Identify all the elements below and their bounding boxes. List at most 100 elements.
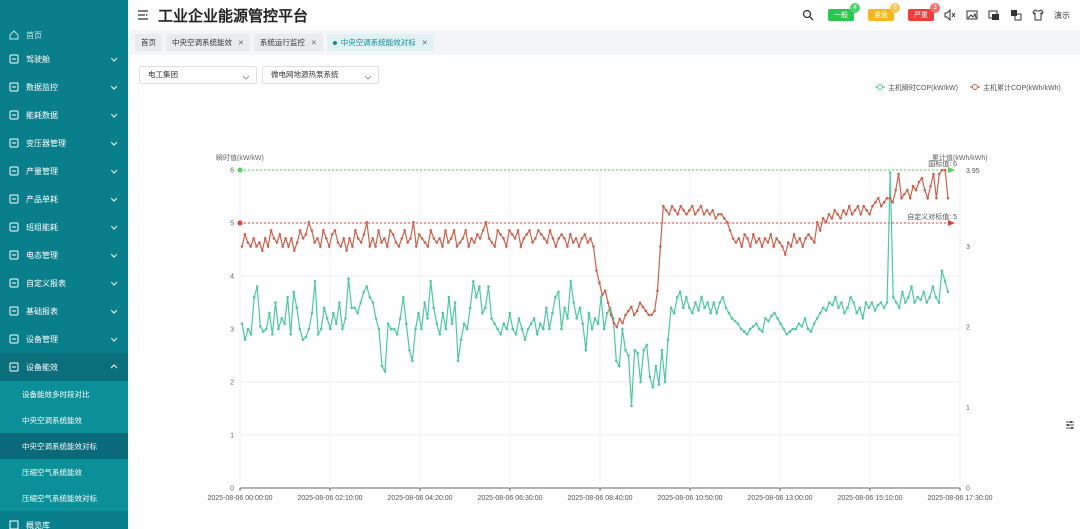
- user-name[interactable]: 演示: [1054, 10, 1070, 20]
- series-instant-point: [794, 327, 798, 331]
- close-icon[interactable]: ✕: [421, 38, 428, 47]
- series-instant-point: [535, 333, 539, 336]
- tab-3[interactable]: 中央空调系统能效对标 ✕: [326, 34, 434, 51]
- series-instant-point: [587, 311, 591, 315]
- series-cumulative-point: [255, 245, 258, 248]
- series-cumulative-point: [920, 176, 924, 180]
- series-instant-point: [837, 306, 840, 310]
- tab-1[interactable]: 中央空调系统能效 ✕: [166, 34, 250, 51]
- series-instant-point: [840, 301, 843, 304]
- series-instant-point: [420, 327, 423, 331]
- series-cumulative-point: [693, 213, 697, 216]
- series-cumulative-point: [813, 241, 816, 244]
- sidebar-item-3[interactable]: 变压器管理: [0, 129, 128, 157]
- monitor-icon: [8, 53, 20, 65]
- sidebar-subitem-0[interactable]: 设备能效多时段对比: [22, 389, 90, 399]
- series-instant-point: [538, 322, 542, 326]
- series-cumulative-point: [696, 209, 700, 212]
- series-instant-point: [703, 306, 706, 310]
- image-icon[interactable]: [966, 9, 978, 21]
- sidebar-item-0[interactable]: 驾驶舱: [0, 45, 128, 73]
- sidebar-item-7[interactable]: 电态管理: [0, 241, 128, 269]
- sidebar-item-10[interactable]: 设备管理: [0, 325, 128, 353]
- skin-icon[interactable]: [1032, 9, 1044, 21]
- series-cumulative-point: [473, 241, 476, 244]
- sidebar-item-8[interactable]: 自定义报表: [0, 269, 128, 297]
- tab-0[interactable]: 首页: [135, 34, 162, 51]
- series-instant-point: [359, 301, 362, 304]
- screenshot-icon[interactable]: [988, 9, 1000, 21]
- grid-icon: [8, 249, 20, 261]
- sidebar-item-overview[interactable]: 概览库: [0, 511, 128, 529]
- series-instant-point: [447, 295, 451, 299]
- series-cumulative-point: [441, 245, 444, 248]
- search-icon[interactable]: [802, 9, 814, 21]
- series-cumulative-point: [824, 221, 828, 224]
- sidebar-subitem-1[interactable]: 中央空调系统能效: [22, 415, 82, 425]
- sidebar-item-5[interactable]: 产品单耗: [0, 185, 128, 213]
- series-instant-point: [377, 327, 381, 331]
- chart-settings-icon[interactable]: [1065, 420, 1075, 430]
- menu-toggle-icon[interactable]: [137, 9, 149, 21]
- group-select-value: 电工集团: [148, 70, 178, 79]
- sidebar-item-1[interactable]: 数据监控: [0, 73, 128, 101]
- series-instant-point: [252, 295, 256, 299]
- sidebar-item-6[interactable]: 班组能耗: [0, 213, 128, 241]
- series-cumulative-point: [574, 237, 578, 240]
- alarm-badge-1[interactable]: 紧急 3: [868, 3, 900, 21]
- series-instant-point: [271, 333, 274, 336]
- tab-2[interactable]: 系统运行监控 ✕: [253, 34, 323, 51]
- fullscreen-icon[interactable]: [1010, 9, 1022, 21]
- alarm-badge-2[interactable]: 严重 3: [908, 3, 940, 21]
- series-cumulative-point: [923, 188, 927, 192]
- series-instant-point: [475, 295, 478, 299]
- series-cumulative-point: [807, 233, 810, 236]
- sidebar-submenu: 设备能效多时段对比 中央空调系统能效中央空调系统能效对标压缩空气系统能效压缩空气系…: [0, 381, 128, 511]
- series-instant-point: [678, 290, 682, 294]
- series-cumulative-point: [447, 241, 450, 244]
- series-cumulative-point: [493, 245, 497, 248]
- x-tick-label: 2025-08-06 17:30:00: [928, 495, 993, 502]
- series-cumulative-point: [310, 229, 313, 232]
- markline-custom-start: [237, 220, 243, 226]
- series-cumulative-point: [708, 213, 712, 216]
- series-cumulative-point: [461, 237, 465, 240]
- series-cumulative-point: [874, 200, 877, 204]
- series-instant-point: [310, 311, 314, 315]
- sidebar-item-label: 数据监控: [26, 82, 58, 92]
- series-cumulative-point: [487, 237, 491, 240]
- sidebar-item-2[interactable]: 能耗数据: [0, 101, 128, 129]
- system-select[interactable]: 微电网地源热泵系统: [262, 66, 379, 84]
- sidebar-item-home[interactable]: 首页: [0, 25, 128, 45]
- series-cumulative-point: [540, 233, 543, 236]
- series-cumulative-point: [877, 196, 880, 200]
- close-icon[interactable]: ✕: [310, 38, 317, 47]
- series-cumulative-point: [760, 245, 764, 248]
- sidebar-subitem-2[interactable]: 中央空调系统能效对标: [0, 433, 128, 459]
- series-instant-point: [262, 330, 265, 333]
- series-cumulative-point: [897, 172, 900, 176]
- series-instant-point: [828, 301, 831, 304]
- series-instant-point: [432, 306, 436, 310]
- legend-dot-instant: [877, 84, 883, 90]
- sidebar-item-4[interactable]: 产量管理: [0, 157, 128, 185]
- series-cumulative-point: [632, 313, 636, 317]
- sidebar-subitem-4[interactable]: 压缩空气系统能效对标: [22, 493, 97, 503]
- series-instant-point: [858, 306, 862, 310]
- sidebar-subitem-3[interactable]: 压缩空气系统能效: [22, 467, 82, 477]
- chart-icon: [8, 109, 20, 121]
- sidebar-item-9[interactable]: 基础报表: [0, 297, 128, 325]
- series-instant-point: [520, 327, 524, 331]
- close-icon[interactable]: ✕: [238, 38, 244, 47]
- group-select[interactable]: 电工集团: [139, 66, 257, 84]
- mute-icon[interactable]: [944, 9, 956, 21]
- report-icon: [8, 277, 20, 289]
- series-cumulative-point: [682, 209, 685, 212]
- series-cumulative-point: [891, 200, 895, 204]
- series-instant-point: [548, 327, 551, 331]
- series-instant-point: [672, 311, 676, 315]
- series-cumulative-point: [731, 237, 735, 240]
- sidebar-item-11[interactable]: 设备能效: [0, 353, 128, 381]
- alarm-badge-0[interactable]: 一般 4: [828, 3, 860, 21]
- series-cumulative-point: [827, 213, 831, 216]
